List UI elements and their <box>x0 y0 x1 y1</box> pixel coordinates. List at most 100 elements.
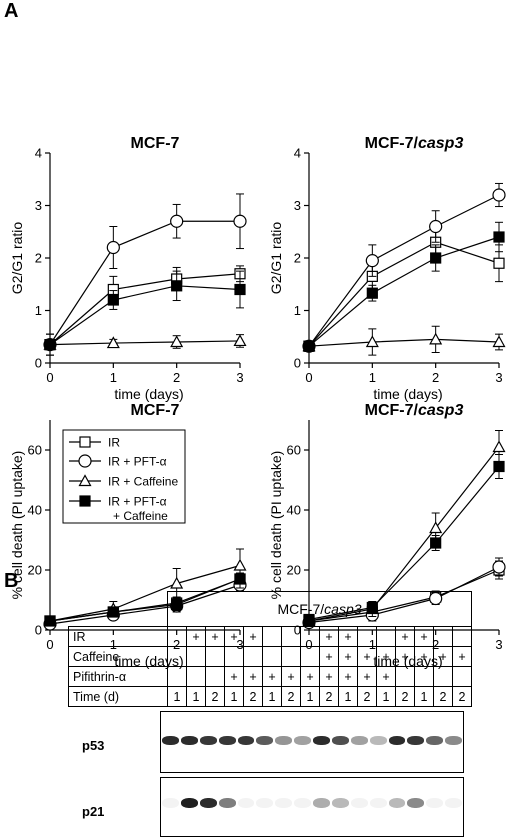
y-tick-label: 4 <box>35 146 42 161</box>
chart-title: MCF-7 <box>131 402 180 419</box>
data-point <box>44 339 56 351</box>
table-cell <box>167 666 187 687</box>
series-line <box>49 273 241 346</box>
legend-label: IR <box>108 436 120 450</box>
x-tick-label: 1 <box>369 370 376 385</box>
data-point <box>170 335 184 348</box>
data-point <box>493 231 505 243</box>
table-cell: 2 <box>243 686 263 707</box>
table-cell: 2 <box>357 686 377 707</box>
series-line <box>308 194 500 347</box>
table-cell: + <box>319 666 339 687</box>
legend-label: IR + Caffeine <box>108 475 178 489</box>
table-cell: 1 <box>376 686 396 707</box>
y-tick-label: 1 <box>35 303 42 318</box>
series-line <box>49 285 241 346</box>
x-tick-label: 3 <box>236 370 243 385</box>
y-axis-label: G2/G1 ratio <box>9 222 25 295</box>
chart-title: MCF-7 <box>131 135 180 152</box>
row-label: Pifithrin-α <box>68 666 168 687</box>
title-plain: MCF-7/ <box>365 402 419 419</box>
series-open-triangle <box>43 334 247 351</box>
table-cell <box>452 626 472 647</box>
table-cell: + <box>319 646 339 667</box>
table-cell: + <box>395 626 415 647</box>
blot-band <box>331 798 349 808</box>
data-point <box>106 336 120 349</box>
y-tick-label: 40 <box>28 503 42 518</box>
series-line <box>308 338 500 347</box>
data-point <box>107 606 119 618</box>
table-cell: + <box>376 666 396 687</box>
data-point <box>106 240 120 255</box>
table-cell <box>433 626 453 647</box>
western-blot-panel: MCF-7/casp3 IR + + + + + + + + Caffeine + + + + + + + + Pif… <box>0 585 520 837</box>
table-cell: + <box>357 666 377 687</box>
data-point <box>429 219 443 234</box>
y-tick-label: 20 <box>287 563 301 578</box>
blot-band <box>275 736 293 745</box>
table-cell: + <box>205 626 225 647</box>
table-cell: + <box>243 626 263 647</box>
table-cell: + <box>376 646 396 667</box>
x-tick-label: 2 <box>432 370 439 385</box>
table-cell <box>224 646 244 667</box>
x-axis-label: time (days) <box>373 386 442 402</box>
table-cell: 2 <box>281 686 301 707</box>
legend-label: IR + PFT-α <box>108 495 167 509</box>
y-tick-label: 60 <box>287 443 301 458</box>
x-tick-label: 0 <box>46 637 53 652</box>
table-cell <box>281 646 301 667</box>
x-axis-label: time (days) <box>114 386 183 402</box>
data-point <box>430 252 442 264</box>
table-row: Pifithrin-α + + + + + + + + + <box>68 666 472 687</box>
table-cell: + <box>338 646 358 667</box>
blot-header-plain: MCF-7/ <box>277 601 325 617</box>
table-cell: + <box>338 666 358 687</box>
table-cell <box>167 626 187 647</box>
x-tick-label: 3 <box>495 370 502 385</box>
table-cell: + <box>357 646 377 667</box>
blot-band <box>369 736 387 745</box>
blot-header-italic: casp3 <box>324 601 362 617</box>
table-cell: + <box>262 666 282 687</box>
x-tick-label: 0 <box>46 370 53 385</box>
data-point <box>234 573 246 585</box>
table-cell: + <box>281 666 301 687</box>
table-cell: 1 <box>167 686 187 707</box>
table-cell <box>300 646 320 667</box>
data-point <box>429 332 443 345</box>
table-cell: 1 <box>300 686 320 707</box>
series-filled-square <box>44 270 246 356</box>
table-cell: 1 <box>262 686 282 707</box>
table-cell: + <box>186 626 206 647</box>
treatment-table: MCF-7/casp3 IR + + + + + + + + Caffeine + + + + + + + + Pif… <box>68 591 472 707</box>
panel-label-b: B <box>4 570 19 592</box>
series-line <box>49 564 241 622</box>
table-cell: + <box>395 646 415 667</box>
data-point <box>170 576 184 589</box>
p53-blot-strip <box>160 711 464 773</box>
table-cell <box>243 646 263 667</box>
table-cell: + <box>414 626 434 647</box>
data-point <box>233 558 247 571</box>
table-cell: + <box>414 646 434 667</box>
blot-band <box>331 736 349 745</box>
legend-marker <box>78 454 92 468</box>
series-line <box>308 236 500 347</box>
blot-band <box>256 798 274 808</box>
data-point <box>365 335 379 348</box>
table-cell <box>186 666 206 687</box>
legend-label-2: + Caffeine <box>113 509 168 523</box>
y-axis-label: % cell death (PI uptake) <box>268 451 284 600</box>
blot-band <box>218 798 236 808</box>
legend-label: IR + PFT-α <box>108 455 167 469</box>
table-row: Time (d) 1 1 2 1 2 1 2 1 2 1 2 1 2 1 2 2 <box>68 686 472 707</box>
blot-band <box>199 798 217 808</box>
series-line <box>49 220 240 345</box>
table-row: IR + + + + + + + + <box>68 626 472 647</box>
blot-band <box>294 798 311 808</box>
data-point <box>366 287 378 299</box>
blot-band <box>388 798 406 808</box>
